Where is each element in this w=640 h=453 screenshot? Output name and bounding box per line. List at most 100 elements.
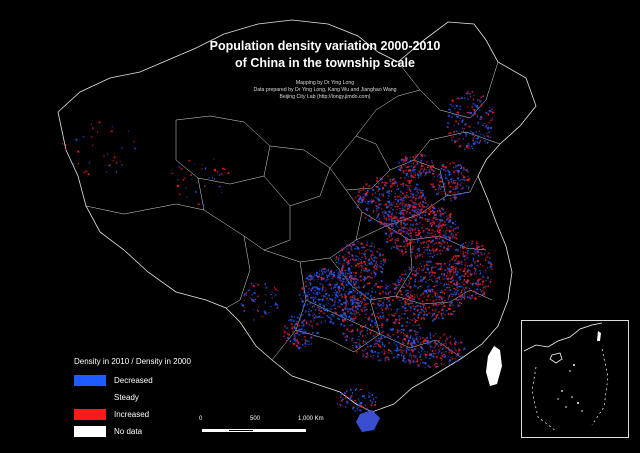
density-point bbox=[391, 179, 394, 181]
density-point bbox=[477, 254, 480, 257]
density-point bbox=[469, 295, 471, 298]
density-point bbox=[407, 317, 408, 320]
density-point bbox=[443, 190, 446, 192]
density-point bbox=[451, 99, 454, 102]
density-point bbox=[400, 216, 402, 219]
density-point bbox=[328, 294, 330, 297]
density-point bbox=[408, 188, 410, 191]
density-point bbox=[374, 321, 376, 324]
density-point bbox=[486, 276, 489, 279]
density-point bbox=[412, 241, 415, 243]
density-point bbox=[346, 299, 347, 302]
density-point bbox=[411, 193, 413, 195]
density-point bbox=[305, 285, 308, 287]
density-point bbox=[376, 217, 378, 219]
density-point bbox=[465, 133, 468, 136]
density-point bbox=[377, 251, 379, 254]
density-point bbox=[471, 283, 474, 286]
density-point bbox=[370, 200, 373, 203]
density-point bbox=[397, 205, 400, 207]
density-point bbox=[297, 347, 300, 350]
density-point bbox=[370, 300, 372, 302]
density-point bbox=[449, 335, 451, 338]
density-point bbox=[482, 277, 484, 279]
density-point bbox=[362, 286, 365, 289]
density-point bbox=[400, 225, 402, 227]
density-point bbox=[490, 265, 492, 268]
density-point bbox=[476, 280, 479, 283]
density-point bbox=[381, 341, 384, 344]
density-point bbox=[446, 126, 448, 128]
density-point bbox=[364, 255, 366, 257]
density-point bbox=[422, 170, 425, 173]
density-point bbox=[314, 296, 316, 298]
density-point bbox=[398, 203, 401, 205]
density-point bbox=[459, 133, 461, 136]
density-point bbox=[402, 342, 404, 344]
density-point bbox=[454, 262, 456, 264]
density-point bbox=[324, 320, 326, 323]
density-point bbox=[466, 252, 469, 255]
density-point bbox=[300, 328, 303, 330]
density-point bbox=[344, 275, 347, 278]
density-point bbox=[370, 404, 373, 406]
density-point bbox=[430, 271, 433, 273]
density-point bbox=[344, 281, 346, 283]
density-point bbox=[477, 279, 480, 281]
inset-coastline bbox=[523, 322, 603, 352]
density-point bbox=[378, 305, 380, 307]
density-point bbox=[340, 323, 343, 326]
density-point bbox=[418, 222, 421, 224]
density-point bbox=[430, 346, 432, 348]
density-point bbox=[410, 205, 413, 207]
density-point bbox=[474, 262, 476, 264]
density-point bbox=[418, 214, 420, 216]
density-point bbox=[422, 317, 425, 320]
density-point bbox=[403, 217, 406, 220]
density-point bbox=[475, 273, 477, 275]
density-point bbox=[416, 208, 418, 211]
density-point bbox=[486, 135, 488, 138]
density-point bbox=[467, 266, 469, 268]
density-point bbox=[465, 258, 467, 261]
density-point bbox=[409, 319, 411, 321]
density-point bbox=[296, 330, 298, 333]
density-point bbox=[360, 190, 363, 191]
density-point bbox=[438, 191, 440, 194]
density-point bbox=[473, 94, 475, 96]
density-point bbox=[439, 281, 441, 283]
density-point bbox=[394, 206, 397, 208]
density-point bbox=[381, 311, 384, 314]
density-point bbox=[424, 155, 427, 157]
density-point bbox=[344, 324, 346, 327]
density-point bbox=[357, 255, 359, 257]
density-point bbox=[294, 339, 297, 342]
density-point bbox=[339, 270, 341, 273]
density-point bbox=[400, 291, 402, 293]
density-point bbox=[456, 140, 459, 142]
density-point bbox=[473, 111, 476, 114]
density-point bbox=[343, 270, 346, 272]
density-point bbox=[474, 297, 477, 300]
density-point bbox=[469, 272, 471, 274]
density-point bbox=[404, 195, 407, 198]
density-point bbox=[414, 173, 417, 176]
density-point bbox=[363, 407, 365, 409]
south-china-sea-inset bbox=[521, 320, 629, 438]
density-point bbox=[400, 302, 403, 304]
density-point bbox=[365, 326, 368, 329]
density-point bbox=[462, 169, 464, 171]
density-point bbox=[466, 296, 469, 299]
density-point bbox=[364, 341, 367, 343]
density-point bbox=[382, 330, 385, 333]
density-point bbox=[431, 266, 434, 269]
density-point bbox=[439, 210, 441, 212]
density-point bbox=[434, 350, 437, 352]
density-point bbox=[332, 273, 334, 275]
density-point bbox=[208, 177, 210, 179]
density-point bbox=[380, 178, 382, 181]
density-point bbox=[408, 283, 410, 286]
density-point bbox=[363, 261, 366, 264]
density-point bbox=[383, 259, 387, 262]
density-point bbox=[381, 331, 384, 334]
